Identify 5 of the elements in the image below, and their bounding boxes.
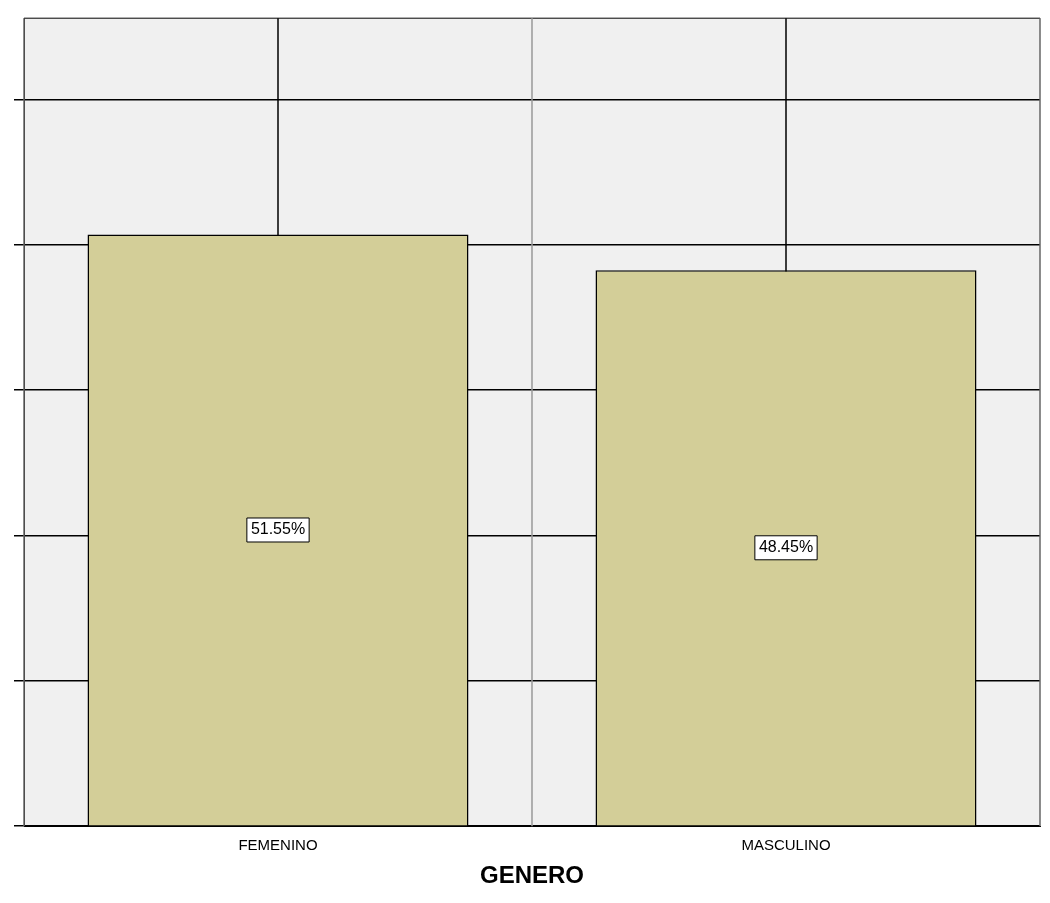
x-tick-label: MASCULINO [741, 836, 831, 854]
data-label: 51.55% [250, 520, 306, 538]
x-axis-title: GENERO [479, 861, 585, 889]
x-tick-label: FEMENINO [238, 836, 318, 854]
data-label: 48.45% [758, 538, 814, 556]
